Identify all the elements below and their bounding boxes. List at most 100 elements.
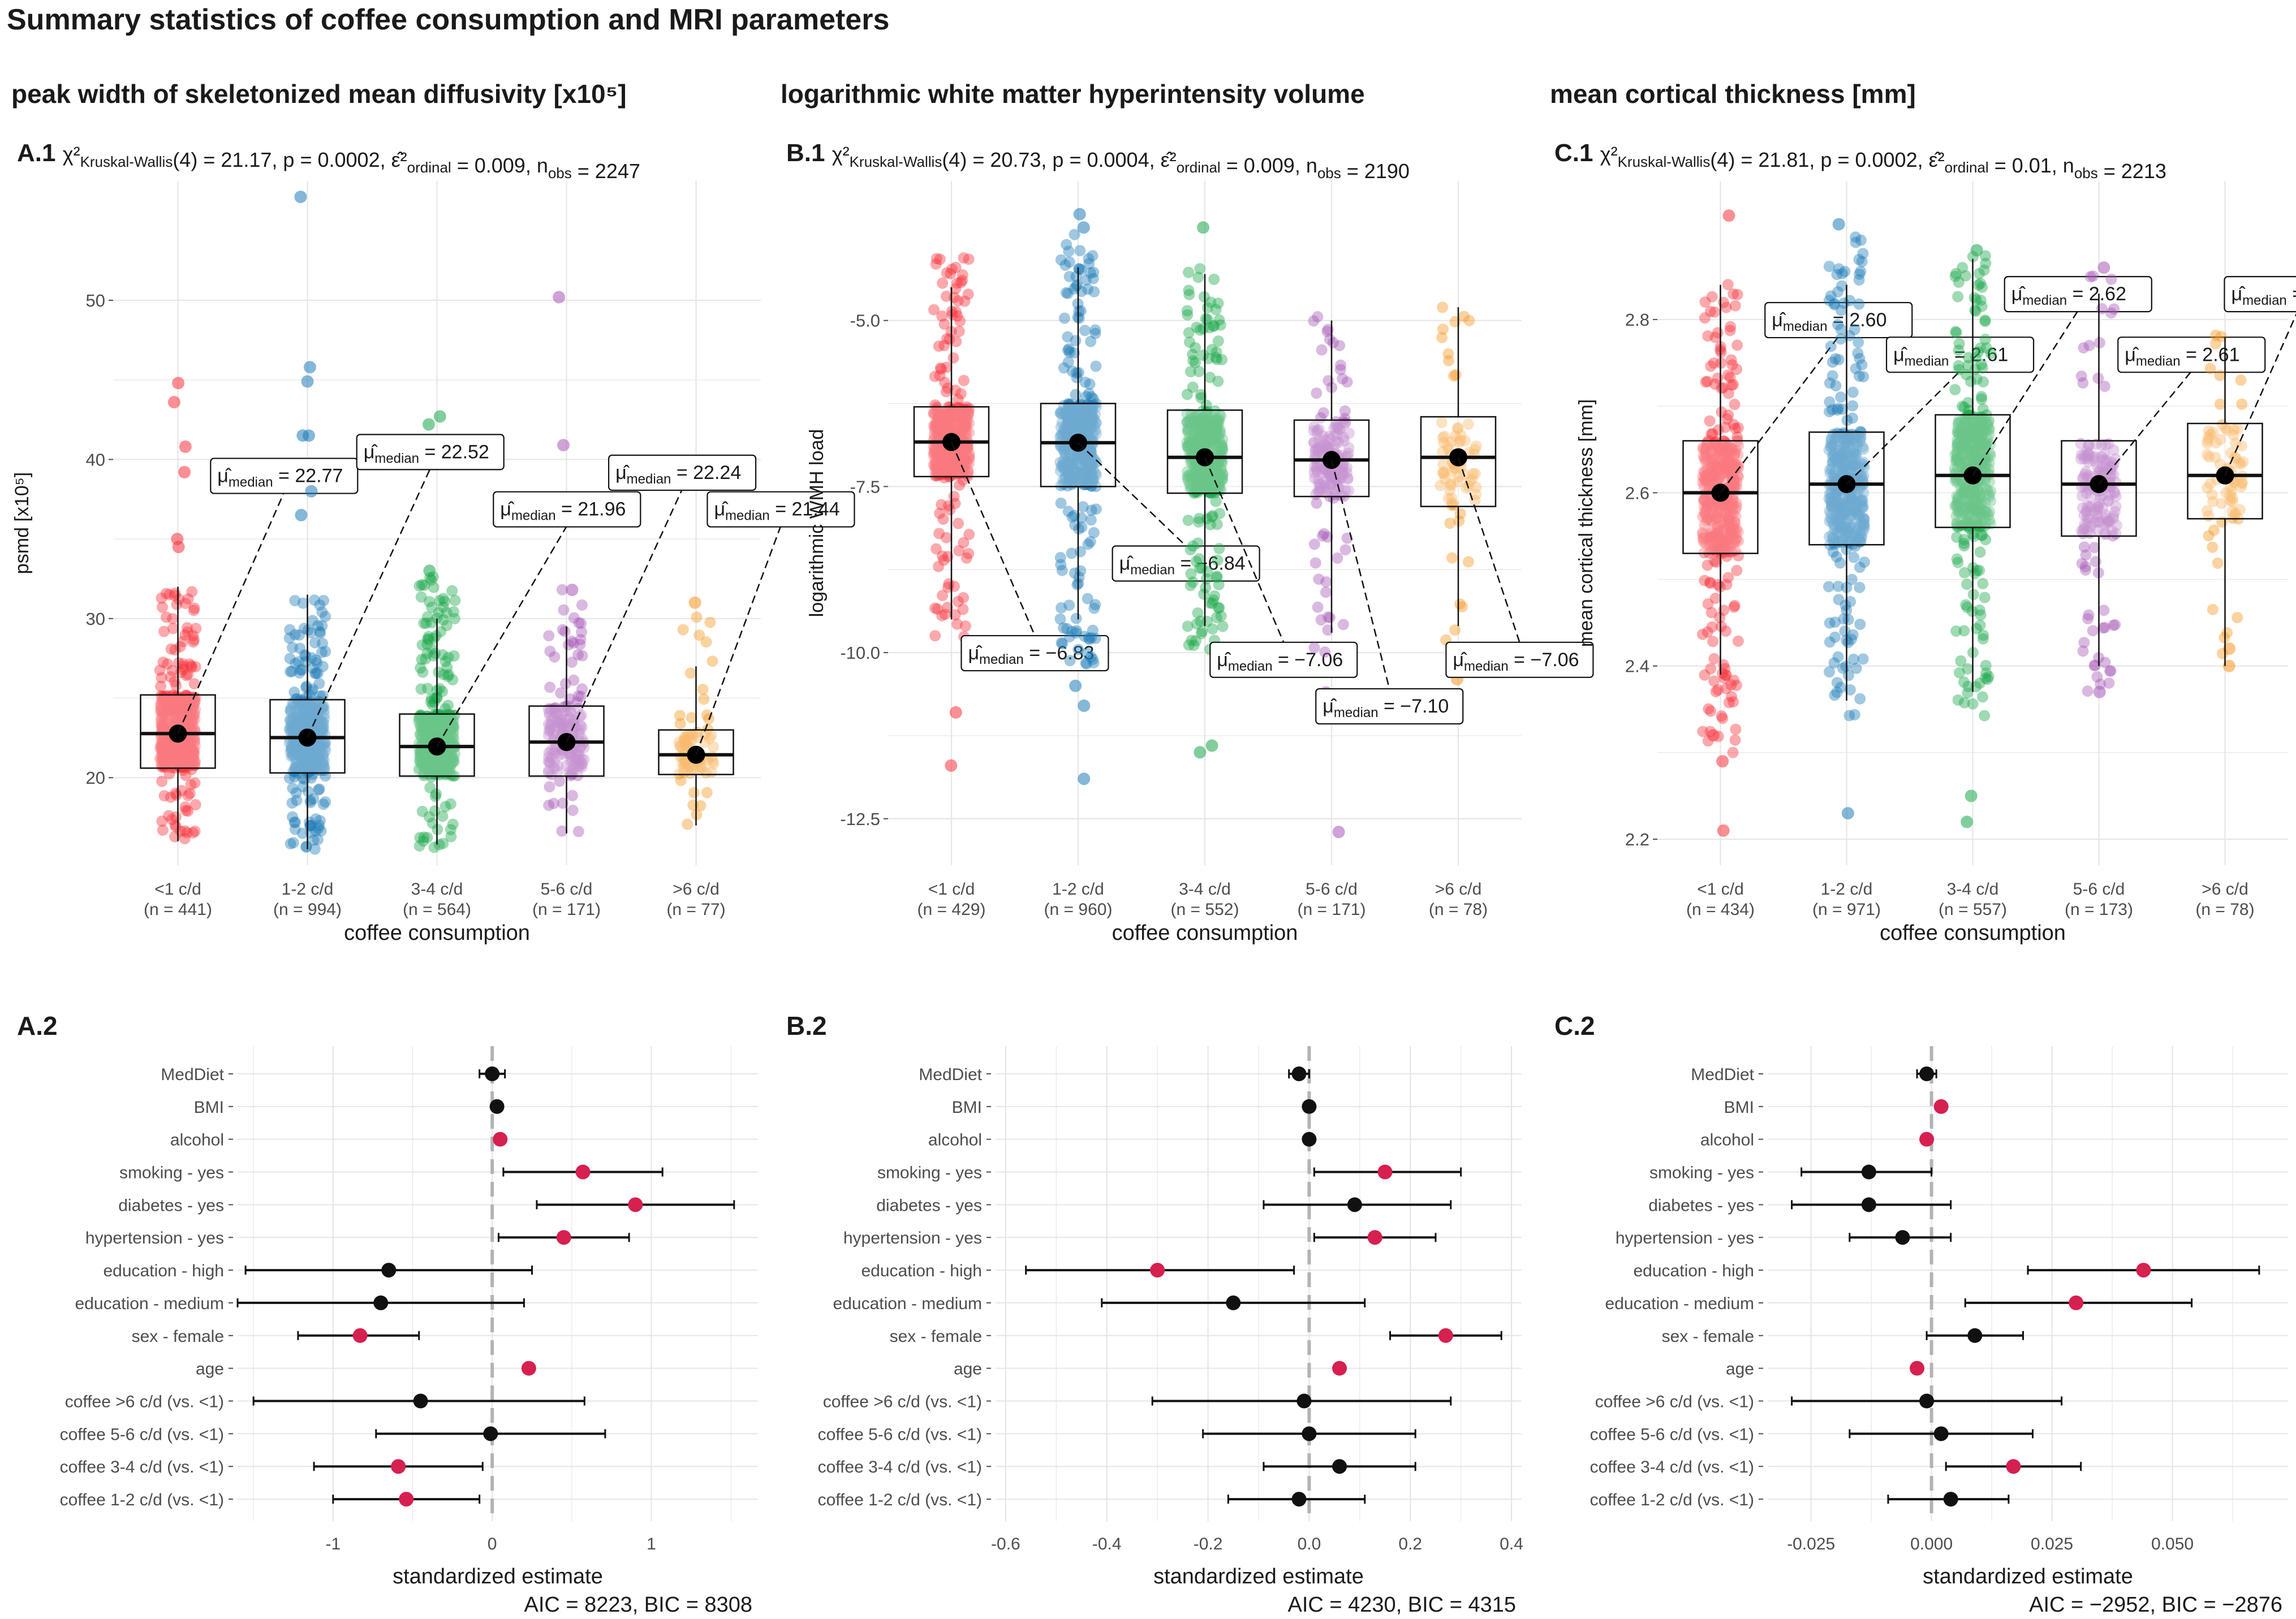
x-tick-n: (n = 78) bbox=[1429, 900, 1488, 919]
data-point bbox=[1311, 387, 1323, 399]
data-point bbox=[178, 741, 189, 753]
data-point bbox=[1082, 593, 1093, 605]
outlier-point bbox=[301, 375, 314, 388]
data-point bbox=[675, 775, 687, 787]
data-point bbox=[187, 629, 199, 641]
data-point bbox=[1075, 305, 1087, 317]
outlier-point bbox=[1717, 824, 1730, 837]
data-point bbox=[157, 693, 169, 705]
box-iqr bbox=[140, 694, 216, 769]
data-point bbox=[1854, 618, 1866, 630]
data-point bbox=[179, 801, 191, 813]
data-point bbox=[1979, 592, 1991, 603]
data-point bbox=[180, 690, 192, 702]
data-point bbox=[161, 706, 173, 718]
data-point bbox=[1723, 697, 1735, 709]
data-point bbox=[157, 738, 169, 750]
data-point bbox=[298, 705, 309, 717]
x-tick-label: <1 c/d bbox=[1697, 880, 1744, 899]
data-point bbox=[1962, 663, 1974, 675]
data-point bbox=[944, 504, 956, 516]
data-point bbox=[182, 789, 194, 801]
data-point bbox=[1847, 386, 1859, 398]
data-point bbox=[544, 681, 556, 693]
estimate-point bbox=[1302, 1099, 1317, 1114]
outlier-point bbox=[553, 291, 566, 304]
data-point bbox=[1852, 347, 1864, 359]
data-point bbox=[1979, 710, 1991, 722]
median-label: μ̂median = 21.96 bbox=[493, 491, 641, 528]
row-label: coffee 1-2 c/d (vs. <1) bbox=[60, 1491, 224, 1509]
data-point bbox=[163, 752, 175, 764]
data-point bbox=[320, 611, 331, 623]
data-point bbox=[287, 811, 299, 823]
data-point bbox=[1958, 625, 1970, 637]
outlier-point bbox=[1961, 815, 1974, 828]
data-point bbox=[947, 352, 959, 364]
data-point bbox=[155, 758, 167, 770]
data-point bbox=[170, 744, 182, 755]
estimate-point bbox=[391, 1459, 406, 1474]
data-point bbox=[173, 703, 184, 715]
data-point bbox=[544, 781, 555, 793]
data-point bbox=[308, 834, 320, 846]
x-tick-label: 5-6 c/d bbox=[1306, 880, 1358, 899]
data-point bbox=[1201, 513, 1213, 525]
data-point bbox=[1192, 271, 1204, 283]
data-point bbox=[187, 752, 199, 764]
data-point bbox=[158, 708, 170, 720]
data-point bbox=[184, 787, 196, 799]
data-point bbox=[184, 735, 196, 746]
row-label: alcohol bbox=[928, 1131, 982, 1150]
data-point bbox=[295, 743, 307, 755]
data-point bbox=[1854, 562, 1866, 573]
data-point bbox=[189, 735, 201, 747]
estimate-point bbox=[521, 1361, 536, 1376]
data-point bbox=[187, 827, 199, 839]
data-point bbox=[165, 791, 176, 803]
data-point bbox=[1731, 288, 1743, 300]
data-point bbox=[183, 733, 195, 745]
data-point bbox=[1208, 273, 1220, 285]
data-point bbox=[937, 513, 949, 525]
data-point bbox=[315, 748, 326, 759]
data-point bbox=[937, 277, 949, 289]
data-point bbox=[169, 753, 181, 765]
outlier-point bbox=[1069, 679, 1082, 692]
data-point bbox=[1205, 296, 1217, 308]
data-point bbox=[300, 698, 312, 710]
x-tick-n: (n = 77) bbox=[666, 900, 725, 919]
data-point bbox=[165, 702, 177, 714]
data-point bbox=[287, 837, 299, 849]
data-point bbox=[180, 754, 192, 766]
box-panel-A.1: peak width of skeletonized mean diffusiv… bbox=[11, 79, 855, 945]
data-point bbox=[160, 757, 172, 769]
data-point bbox=[156, 754, 167, 766]
data-point bbox=[2204, 362, 2216, 374]
data-point bbox=[697, 684, 709, 696]
median-label: μ̂median = 22.77 bbox=[210, 457, 359, 494]
data-point bbox=[957, 274, 968, 286]
data-point bbox=[173, 746, 185, 758]
x-axis-label: standardized estimate bbox=[393, 1565, 603, 1588]
data-point bbox=[163, 768, 175, 780]
data-point bbox=[157, 751, 169, 763]
data-point bbox=[1974, 546, 1986, 558]
data-point bbox=[572, 826, 584, 837]
outlier-point bbox=[1707, 729, 1720, 742]
y-axis-label: psmd [x10⁵] bbox=[11, 472, 33, 574]
data-point bbox=[319, 741, 331, 753]
data-point bbox=[1075, 565, 1087, 577]
data-point bbox=[171, 740, 183, 752]
data-point bbox=[304, 795, 316, 806]
data-point bbox=[1953, 344, 1965, 356]
data-point bbox=[174, 749, 186, 761]
data-point bbox=[316, 646, 328, 658]
data-point bbox=[176, 695, 188, 707]
data-point bbox=[161, 750, 173, 762]
data-point bbox=[682, 818, 693, 830]
data-point bbox=[1087, 654, 1099, 666]
x-tick-label: 0 bbox=[488, 1535, 497, 1553]
data-point bbox=[1829, 616, 1841, 628]
data-point bbox=[1085, 504, 1097, 516]
